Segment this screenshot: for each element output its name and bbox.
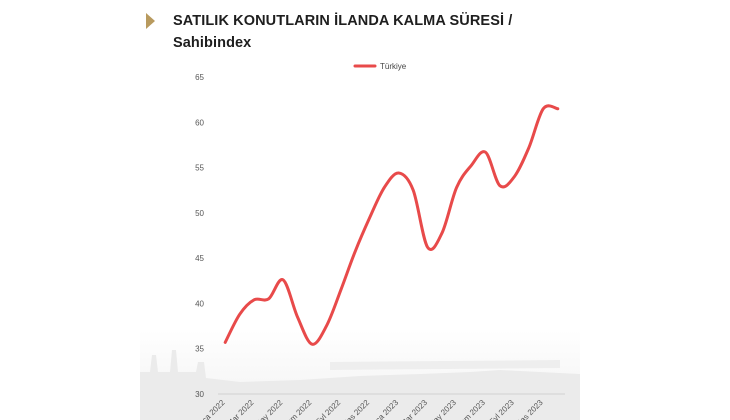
chart-title: SATILIK KONUTLARIN İLANDA KALMA SÜRESİ /… bbox=[173, 13, 513, 51]
series-line-turkiye bbox=[223, 104, 560, 346]
y-tick-label: 40 bbox=[195, 299, 204, 308]
background-image bbox=[140, 330, 580, 420]
far-shore-silhouette bbox=[330, 360, 560, 370]
title-accent-icon bbox=[146, 13, 155, 29]
y-tick-label: 65 bbox=[195, 73, 204, 82]
y-tick-label: 45 bbox=[195, 254, 204, 263]
y-tick-label: 60 bbox=[195, 118, 204, 127]
series-group bbox=[223, 104, 560, 346]
legend-label: Türkiye bbox=[380, 62, 407, 71]
skyline-silhouette bbox=[140, 350, 580, 420]
legend: Türkiye bbox=[353, 62, 407, 71]
y-axis-ticks: 30 35 40 45 50 55 60 65 bbox=[195, 73, 204, 399]
y-tick-label: 35 bbox=[195, 345, 204, 354]
y-tick-label: 50 bbox=[195, 209, 204, 218]
y-tick-label: 55 bbox=[195, 164, 204, 173]
y-tick-label: 30 bbox=[195, 390, 204, 399]
